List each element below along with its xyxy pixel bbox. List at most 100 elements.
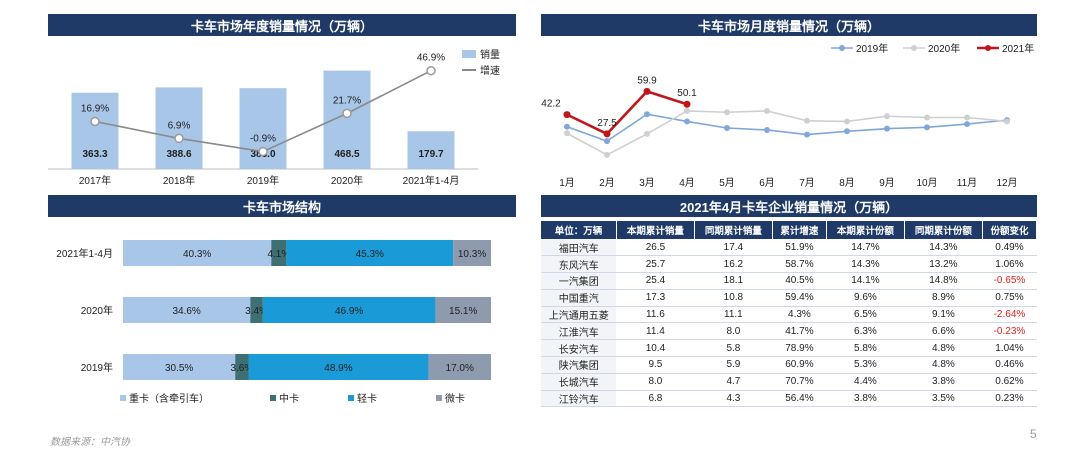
segment-中卡 [271,240,287,266]
table-cell: 5.8 [694,339,773,358]
company-name-cell: 上汽通用五菱 [541,306,617,324]
table-header-cell: 同期累计销量 [694,221,773,239]
legend-marker [839,45,845,51]
legend-label: 2019年 [856,42,888,55]
company-table-title: 2021年4月卡车企业销量情况（万辆） [541,195,1037,217]
legend-swatch [348,395,354,401]
legend-swatch [120,395,126,401]
segment-label: 10.3% [458,249,486,260]
monthly-chart-title: 卡车市场月度销量情况（万辆） [541,14,1037,36]
sales-value-label: 468.5 [334,149,359,160]
month-tick-label: 7月 [799,177,815,189]
legend-label: 中卡 [279,392,299,405]
table-cell: 1.06% [982,255,1037,274]
table-cell: 14.1% [826,272,905,290]
table-cell: 70.7% [772,373,827,391]
company-name-cell: 东风汽车 [541,255,617,274]
table-cell: 0.62% [982,373,1037,391]
table-cell: 14.8% [904,272,983,290]
table-cell: 4.8% [904,339,983,358]
segment-label: 34.6% [172,306,200,317]
table-row: 一汽集团 25.4 18.1 40.5% 14.1% 14.8% -0.65% [541,272,1037,290]
segment-轻卡 [262,297,436,323]
table-cell: 59.4% [772,289,827,307]
series-line-2020年 [566,110,1008,156]
segment-轻卡 [248,354,429,380]
table-cell: 14.7% [826,239,905,257]
legend-marker [985,45,991,51]
legend-label-growth: 增速 [480,66,500,77]
company-name-cell: 福田汽车 [541,239,617,257]
legend-label: 重卡（含牵引车） [129,392,209,405]
table-cell: 5.9 [694,356,773,374]
table-cell: 17.3 [616,289,695,307]
series-point [1004,118,1010,125]
segment-label: 46.9% [335,306,363,317]
company-name-cell: 中国重汽 [541,289,617,307]
table-header-cell: 本期累计销量 [616,221,695,239]
sales-bar [155,87,203,169]
table-cell: -0.65% [982,272,1037,290]
growth-point [90,116,100,127]
table-cell: 14.3% [904,239,983,257]
growth-point [174,133,184,144]
legend-label: 轻卡 [357,392,377,405]
segment-label: 17.0% [446,363,474,374]
segment-重卡（含牵引车） [123,297,251,323]
page-number: 5 [1030,427,1037,441]
segment-label: 40.3% [183,249,211,260]
series-point [764,126,770,133]
table-cell: 14.3% [826,255,905,274]
table-cell: 0.46% [982,356,1037,374]
category-label: 2020年 [81,304,113,317]
table-cell: 0.49% [982,239,1037,257]
table-cell: 58.7% [772,255,827,274]
month-tick-label: 5月 [719,177,735,189]
series-point [884,125,890,132]
growth-label: 46.9% [417,53,445,64]
table-cell: 4.3% [772,306,827,324]
table-row: 长安汽车 10.4 5.8 78.9% 5.8% 4.8% 1.04% [541,339,1037,358]
table-cell: 18.1 [694,272,773,290]
series-point [804,117,810,124]
structure-chart-title: 卡车市场结构 [48,195,516,217]
series-point [724,125,730,131]
market-structure-chart: 2021年1-4月 40.3% 4.1% 45.3% 10.3% 2020年 34.6% 3.… [56,240,491,405]
company-name-cell: 江铃汽车 [541,390,617,408]
table-cell: 10.8 [694,289,773,307]
growth-point [258,146,268,157]
table-cell: 5.3% [826,356,905,374]
table-row: 福田汽车 26.5 17.4 51.9% 14.7% 14.3% 0.49% [541,239,1037,257]
legend-label: 2021年 [1002,42,1034,55]
series-point [964,114,970,121]
month-tick-label: 6月 [759,177,775,189]
table-cell: 25.4 [616,272,695,290]
segment-轻卡 [286,240,454,266]
series-point [643,87,651,95]
table-cell: 6.6% [904,322,983,341]
table-cell: 56.4% [772,390,827,408]
x-tick-label: 2018年 [163,174,195,187]
series-point [884,113,890,120]
sales-value-label: 388.6 [166,149,191,160]
segment-label: 4.1% [267,249,290,260]
company-name-cell: 江淮汽车 [541,322,617,341]
table-row: 中国重汽 17.3 10.8 59.4% 9.6% 8.9% 0.75% [541,289,1037,307]
segment-label: 30.5% [165,363,193,374]
series-point [844,118,850,125]
table-row: 上汽通用五菱 11.6 11.1 4.3% 6.5% 9.1% -2.64% [541,306,1037,324]
table-cell: 51.9% [772,239,827,257]
series-point [684,107,690,114]
table-cell: 9.5 [616,356,695,374]
series-point [604,151,610,158]
segment-微卡 [453,240,491,266]
company-sales-table: 单位：万辆 本期累计销量 同期累计销量 累计增速 本期累计份额 同期累计份额 份额变化 福田… [541,221,1038,408]
series-point [644,130,650,137]
table-cell: 10.4 [616,339,695,358]
table-cell: 40.5% [772,272,827,290]
growth-label: -0.9% [250,134,276,145]
series-point [844,128,850,135]
series-point [604,138,610,145]
growth-label: 16.9% [81,103,109,114]
growth-label: 21.7% [333,95,361,106]
